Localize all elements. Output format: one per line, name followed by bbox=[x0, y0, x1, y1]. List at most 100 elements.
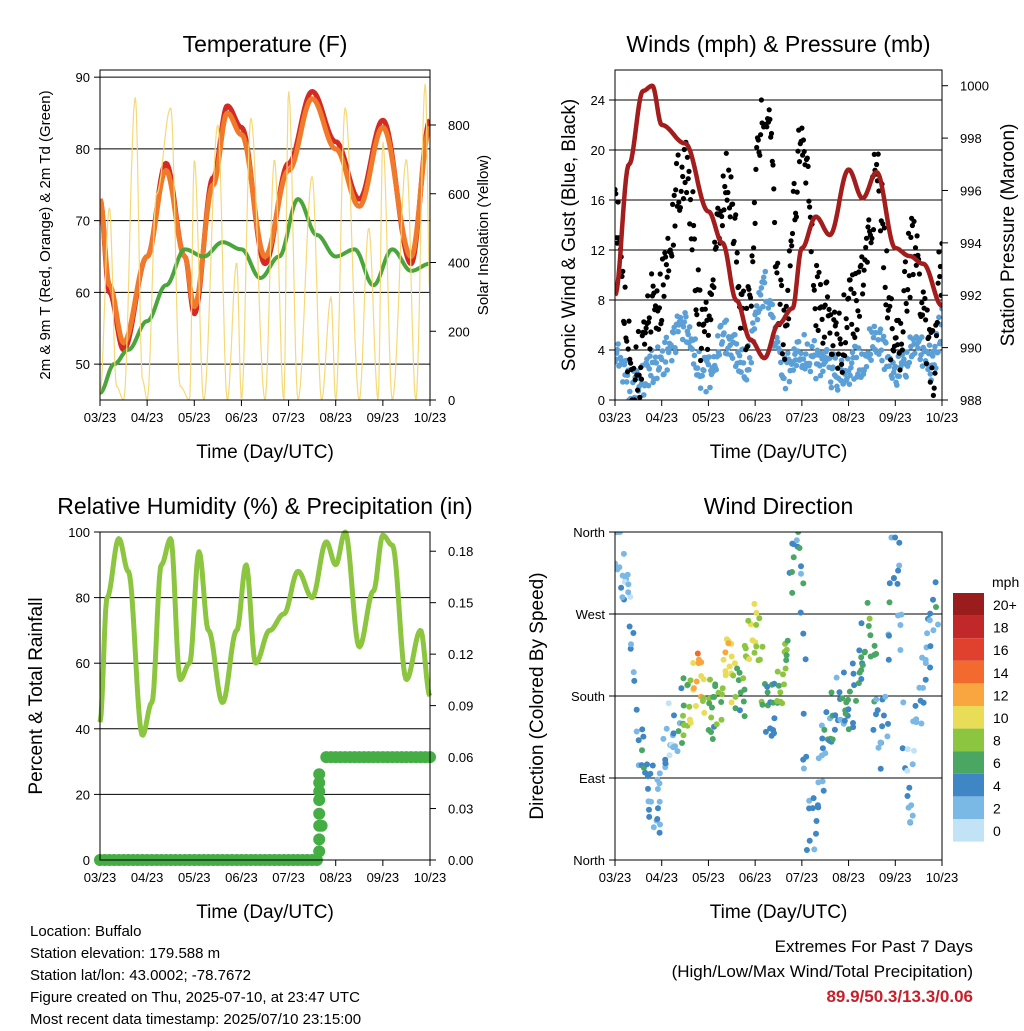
direction-point bbox=[885, 656, 892, 663]
direction-point bbox=[626, 623, 633, 630]
wind-point bbox=[858, 262, 864, 268]
wind-point bbox=[879, 357, 885, 364]
wind-point bbox=[633, 344, 639, 350]
direction-point bbox=[722, 672, 729, 679]
wind-point bbox=[615, 341, 621, 347]
direction-point bbox=[922, 656, 929, 663]
wind-point bbox=[923, 361, 930, 367]
wind-point bbox=[686, 324, 693, 330]
direction-point bbox=[649, 762, 656, 769]
direction-point bbox=[777, 689, 784, 696]
wind-point bbox=[645, 319, 652, 325]
series-line-station-pressure bbox=[615, 83, 942, 361]
wind-point bbox=[691, 222, 697, 229]
wind-point bbox=[648, 329, 654, 335]
direction-point bbox=[663, 725, 670, 732]
y-axis-label: 2m & 9m T (Red, Orange) & 2m Td (Green) bbox=[37, 90, 54, 379]
wind-point bbox=[718, 322, 724, 329]
direction-point bbox=[904, 793, 911, 799]
direction-point bbox=[698, 659, 705, 666]
direction-point bbox=[930, 596, 936, 603]
rain-point bbox=[313, 845, 326, 858]
wind-point bbox=[664, 274, 670, 280]
wind-point bbox=[888, 357, 894, 363]
wind-point bbox=[728, 174, 734, 180]
wind-point bbox=[841, 292, 847, 298]
direction-point bbox=[831, 726, 838, 733]
direction-point bbox=[927, 643, 934, 650]
wind-point bbox=[761, 279, 768, 286]
wind-point bbox=[724, 197, 730, 203]
wind-point bbox=[785, 287, 791, 293]
wind-point bbox=[719, 213, 725, 220]
x-tick-label: 07/23 bbox=[272, 410, 305, 425]
wind-point bbox=[758, 132, 764, 138]
recent-timestamp: Most recent data timestamp: 2025/07/10 2… bbox=[30, 1011, 362, 1028]
direction-point bbox=[726, 663, 733, 670]
x-tick-label: 10/23 bbox=[926, 410, 959, 425]
wind-point bbox=[698, 357, 704, 364]
wind-point bbox=[860, 282, 867, 288]
direction-point bbox=[793, 537, 800, 544]
direction-point bbox=[789, 589, 796, 596]
wind-point bbox=[665, 235, 671, 241]
direction-point bbox=[708, 729, 714, 735]
rain-point bbox=[313, 807, 326, 820]
wind-point bbox=[685, 331, 691, 338]
wind-point bbox=[855, 308, 861, 314]
direction-point bbox=[783, 657, 790, 664]
wind-point bbox=[689, 247, 695, 253]
wind-point bbox=[751, 200, 758, 206]
direction-point bbox=[640, 733, 647, 740]
wind-point bbox=[824, 346, 830, 353]
station-info: Location: Buffalo Station elevation: 179… bbox=[30, 921, 361, 1031]
direction-point bbox=[833, 674, 840, 681]
direction-point bbox=[680, 712, 686, 719]
wind-point bbox=[837, 336, 843, 342]
colorbar-swatch bbox=[953, 706, 984, 729]
wind-point bbox=[789, 243, 795, 249]
direction-point bbox=[625, 589, 632, 596]
x-tick-label: 09/23 bbox=[367, 410, 400, 425]
direction-point bbox=[722, 649, 729, 656]
direction-point bbox=[782, 665, 789, 672]
wind-point bbox=[685, 176, 691, 182]
direction-point bbox=[899, 745, 906, 752]
wind-point bbox=[935, 349, 941, 355]
colorbar-swatch bbox=[953, 728, 984, 752]
series-line-solar-insolation bbox=[100, 83, 430, 400]
wind-point bbox=[860, 291, 866, 297]
direction-point bbox=[639, 747, 645, 754]
wind-point bbox=[791, 180, 797, 187]
station-location: Location: Buffalo bbox=[30, 923, 142, 940]
wind-point bbox=[886, 363, 892, 370]
direction-point bbox=[630, 630, 637, 636]
wind-point bbox=[765, 70, 767, 71]
direction-point bbox=[732, 693, 739, 700]
direction-point bbox=[710, 693, 717, 700]
wind-point bbox=[780, 342, 786, 348]
wind-point bbox=[844, 324, 850, 331]
y-tick-label: North bbox=[573, 525, 605, 540]
direction-point bbox=[912, 702, 919, 709]
direction-point bbox=[616, 564, 623, 571]
y-tick-label: West bbox=[576, 607, 606, 622]
wind-point bbox=[849, 321, 855, 327]
direction-point bbox=[631, 677, 638, 684]
wind-point bbox=[712, 239, 718, 245]
wind-point bbox=[897, 367, 903, 373]
wind-point bbox=[812, 352, 818, 358]
wind-point bbox=[647, 353, 653, 359]
wind-point bbox=[778, 277, 784, 283]
x-tick-label: 08/23 bbox=[319, 410, 352, 425]
extremes-subtitle: (High/Low/Max Wind/Total Precipitation) bbox=[671, 962, 973, 981]
wind-point bbox=[929, 353, 936, 359]
y2-tick-label: 992 bbox=[960, 288, 982, 303]
wind-point bbox=[807, 204, 813, 210]
panel-title: Temperature (F) bbox=[183, 31, 348, 57]
wind-point bbox=[842, 353, 848, 359]
direction-point bbox=[932, 579, 939, 586]
direction-point bbox=[639, 726, 646, 733]
direction-point bbox=[635, 737, 642, 744]
wind-point bbox=[824, 294, 831, 300]
